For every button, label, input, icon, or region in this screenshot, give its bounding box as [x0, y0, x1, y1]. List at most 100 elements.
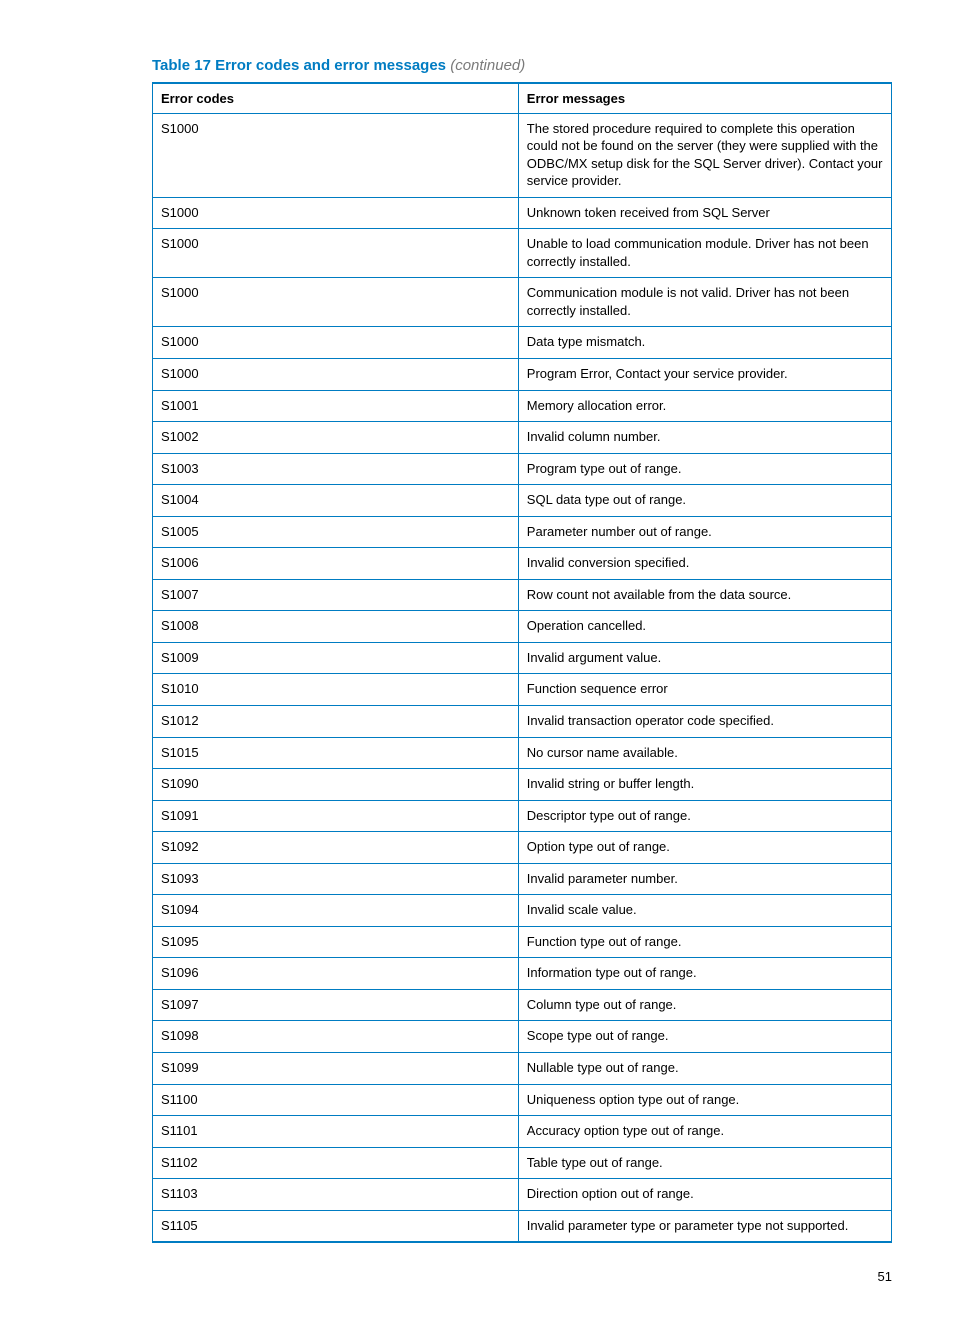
error-code-cell: S1000 [153, 278, 519, 327]
error-code-cell: S1010 [153, 674, 519, 706]
table-row: S1002Invalid column number. [153, 422, 892, 454]
error-message-cell: Unable to load communication module. Dri… [518, 229, 891, 278]
error-code-cell: S1008 [153, 611, 519, 643]
table-row: S1000Unable to load communication module… [153, 229, 892, 278]
error-message-cell: Nullable type out of range. [518, 1053, 891, 1085]
table-header-row: Error codes Error messages [153, 83, 892, 114]
table-row: S1001Memory allocation error. [153, 390, 892, 422]
page-number: 51 [152, 1269, 892, 1284]
table-caption-main: Table 17 Error codes and error messages [152, 57, 446, 74]
table-caption-continued: (continued) [450, 57, 525, 74]
table-row: S1094Invalid scale value. [153, 895, 892, 927]
error-message-cell: Program type out of range. [518, 453, 891, 485]
error-message-cell: Function sequence error [518, 674, 891, 706]
error-message-cell: Row count not available from the data so… [518, 579, 891, 611]
error-code-cell: S1015 [153, 737, 519, 769]
table-row: S1095Function type out of range. [153, 926, 892, 958]
error-code-cell: S1009 [153, 642, 519, 674]
error-message-cell: Invalid parameter number. [518, 863, 891, 895]
table-row: S1000Program Error, Contact your service… [153, 358, 892, 390]
error-message-cell: Column type out of range. [518, 989, 891, 1021]
col-header-error-codes: Error codes [153, 83, 519, 114]
table-row: S1008Operation cancelled. [153, 611, 892, 643]
error-message-cell: Table type out of range. [518, 1147, 891, 1179]
error-message-cell: The stored procedure required to complet… [518, 113, 891, 197]
error-message-cell: Parameter number out of range. [518, 516, 891, 548]
table-row: S1004SQL data type out of range. [153, 485, 892, 517]
error-code-cell: S1000 [153, 113, 519, 197]
table-row: S1000Unknown token received from SQL Ser… [153, 197, 892, 229]
table-row: S1098Scope type out of range. [153, 1021, 892, 1053]
error-code-cell: S1012 [153, 705, 519, 737]
error-code-cell: S1001 [153, 390, 519, 422]
table-row: S1092Option type out of range. [153, 832, 892, 864]
error-message-cell: Invalid parameter type or parameter type… [518, 1210, 891, 1242]
table-row: S1012Invalid transaction operator code s… [153, 705, 892, 737]
table-row: S1000The stored procedure required to co… [153, 113, 892, 197]
table-row: S1090Invalid string or buffer length. [153, 769, 892, 801]
error-code-cell: S1096 [153, 958, 519, 990]
error-message-cell: Program Error, Contact your service prov… [518, 358, 891, 390]
error-code-cell: S1090 [153, 769, 519, 801]
table-row: S1000Data type mismatch. [153, 327, 892, 359]
error-code-cell: S1003 [153, 453, 519, 485]
table-row: S1091Descriptor type out of range. [153, 800, 892, 832]
error-codes-table: Error codes Error messages S1000The stor… [152, 82, 892, 1244]
error-code-cell: S1100 [153, 1084, 519, 1116]
table-row: S1003Program type out of range. [153, 453, 892, 485]
error-message-cell: Invalid column number. [518, 422, 891, 454]
table-row: S1010Function sequence error [153, 674, 892, 706]
error-code-cell: S1094 [153, 895, 519, 927]
error-message-cell: Information type out of range. [518, 958, 891, 990]
table-row: S1093Invalid parameter number. [153, 863, 892, 895]
error-code-cell: S1095 [153, 926, 519, 958]
error-message-cell: Unknown token received from SQL Server [518, 197, 891, 229]
error-code-cell: S1002 [153, 422, 519, 454]
table-row: S1101Accuracy option type out of range. [153, 1116, 892, 1148]
error-code-cell: S1098 [153, 1021, 519, 1053]
error-code-cell: S1102 [153, 1147, 519, 1179]
error-code-cell: S1000 [153, 197, 519, 229]
error-code-cell: S1005 [153, 516, 519, 548]
error-code-cell: S1103 [153, 1179, 519, 1211]
error-message-cell: Scope type out of range. [518, 1021, 891, 1053]
error-message-cell: Data type mismatch. [518, 327, 891, 359]
table-row: S1096Information type out of range. [153, 958, 892, 990]
table-row: S1000Communication module is not valid. … [153, 278, 892, 327]
error-message-cell: Operation cancelled. [518, 611, 891, 643]
error-code-cell: S1000 [153, 327, 519, 359]
page: Table 17 Error codes and error messages … [0, 0, 954, 1324]
table-row: S1103Direction option out of range. [153, 1179, 892, 1211]
error-message-cell: No cursor name available. [518, 737, 891, 769]
table-caption: Table 17 Error codes and error messages … [152, 56, 892, 76]
table-row: S1105Invalid parameter type or parameter… [153, 1210, 892, 1242]
error-code-cell: S1097 [153, 989, 519, 1021]
error-code-cell: S1000 [153, 229, 519, 278]
error-message-cell: Accuracy option type out of range. [518, 1116, 891, 1148]
error-code-cell: S1101 [153, 1116, 519, 1148]
error-message-cell: Communication module is not valid. Drive… [518, 278, 891, 327]
table-row: S1097Column type out of range. [153, 989, 892, 1021]
error-message-cell: Option type out of range. [518, 832, 891, 864]
error-code-cell: S1105 [153, 1210, 519, 1242]
error-message-cell: Invalid conversion specified. [518, 548, 891, 580]
error-code-cell: S1004 [153, 485, 519, 517]
error-code-cell: S1000 [153, 358, 519, 390]
error-message-cell: Function type out of range. [518, 926, 891, 958]
table-row: S1015No cursor name available. [153, 737, 892, 769]
error-message-cell: Uniqueness option type out of range. [518, 1084, 891, 1116]
error-message-cell: Direction option out of range. [518, 1179, 891, 1211]
table-row: S1006Invalid conversion specified. [153, 548, 892, 580]
error-code-cell: S1099 [153, 1053, 519, 1085]
error-code-cell: S1006 [153, 548, 519, 580]
error-message-cell: Descriptor type out of range. [518, 800, 891, 832]
error-message-cell: SQL data type out of range. [518, 485, 891, 517]
error-message-cell: Invalid scale value. [518, 895, 891, 927]
table-row: S1007Row count not available from the da… [153, 579, 892, 611]
table-row: S1102Table type out of range. [153, 1147, 892, 1179]
error-message-cell: Invalid string or buffer length. [518, 769, 891, 801]
table-row: S1009Invalid argument value. [153, 642, 892, 674]
error-code-cell: S1091 [153, 800, 519, 832]
error-code-cell: S1093 [153, 863, 519, 895]
error-code-cell: S1092 [153, 832, 519, 864]
